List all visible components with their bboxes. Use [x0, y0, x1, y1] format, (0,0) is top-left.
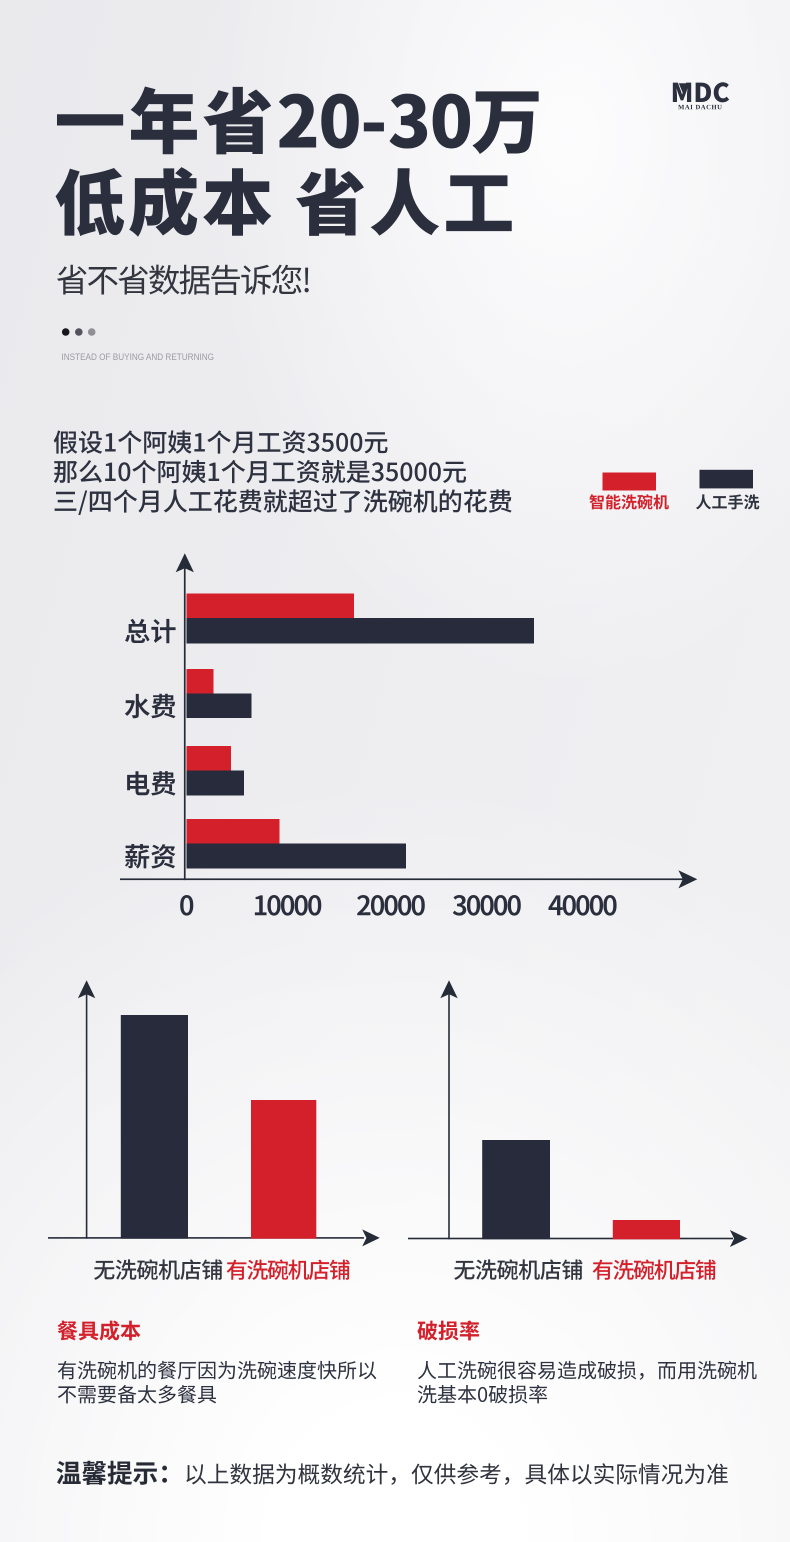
svg-text:INSTEAD OF BUYING AND RETURNIN: INSTEAD OF BUYING AND RETURNING — [62, 352, 215, 363]
